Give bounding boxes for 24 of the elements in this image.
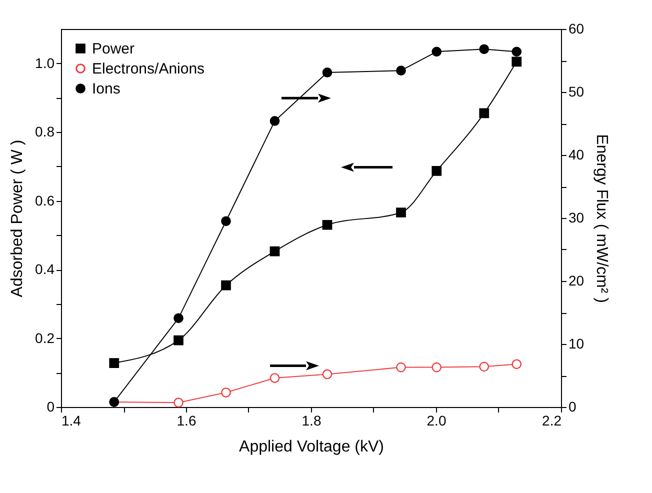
y-tick-label: 0.6	[35, 192, 55, 208]
y2-tick-label: 10	[568, 336, 584, 352]
x-tick-label: 1.4	[62, 412, 82, 428]
y2-tick-label: 30	[568, 210, 584, 226]
y-tick-label: 1.0	[35, 54, 55, 71]
y2-tick-label: 0	[568, 398, 576, 414]
y-axis-title: Adsorbed Power ( W )	[9, 140, 26, 298]
y2-tick-label: 40	[568, 146, 584, 162]
x-tick-label: 1.6	[176, 412, 196, 428]
x-tick-label: 1.8	[302, 412, 322, 428]
y-tick-label: 0	[46, 398, 55, 414]
y2-tick-label: 60	[568, 20, 584, 36]
y2-axis-title: Energy Flux ( mW/cm² )	[593, 134, 610, 303]
y2-tick-label: 50	[568, 84, 584, 100]
x-axis-title: Applied Voltage (kV)	[239, 438, 384, 456]
x-tick-label: 2.2	[542, 412, 562, 428]
y-tick-label: 0.8	[35, 124, 55, 140]
y-tick-label: 0.4	[35, 261, 55, 278]
y2-tick-label: 20	[568, 272, 584, 288]
x-tick-label: 2.0	[426, 412, 446, 428]
y-tick-label: 0.2	[35, 330, 55, 346]
legend-label: Electrons/Anions	[92, 60, 205, 78]
legend-label: Ions	[92, 80, 120, 98]
legend-label: Power	[92, 40, 135, 58]
